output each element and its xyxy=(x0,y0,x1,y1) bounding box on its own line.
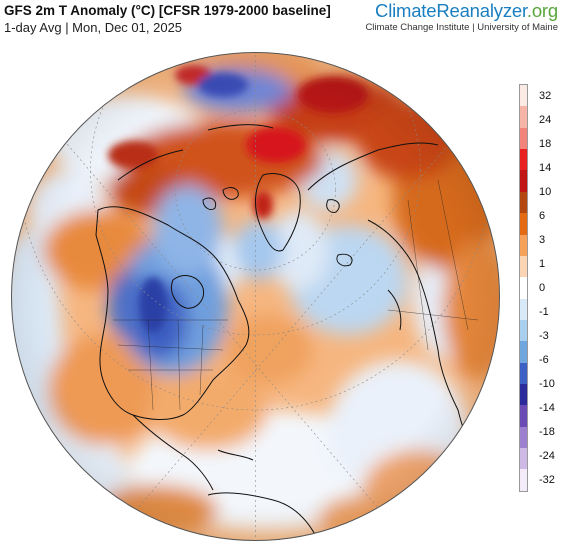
legend-color-cell xyxy=(520,191,527,214)
globe-svg xyxy=(11,52,500,541)
legend-color-cell xyxy=(520,127,527,150)
brand-name-reanalyzer: Reanalyzer xyxy=(436,0,527,21)
legend-label: -6 xyxy=(539,354,549,366)
legend-color-cell xyxy=(520,448,527,470)
legend-label: -14 xyxy=(539,402,555,414)
anomaly-field xyxy=(11,52,500,541)
legend-label: 1 xyxy=(539,258,546,270)
legend-label: -3 xyxy=(539,330,549,342)
legend-label: 10 xyxy=(539,186,552,198)
brand-tagline: Climate Change Institute | University of… xyxy=(365,22,558,33)
legend-label: -10 xyxy=(539,378,555,390)
legend-color-cell xyxy=(520,426,527,449)
legend-label: 18 xyxy=(539,138,552,150)
brand-name-org: .org xyxy=(526,0,558,21)
legend-color-cell xyxy=(520,384,527,406)
legend-label: 3 xyxy=(539,234,546,246)
globe-outline xyxy=(11,52,500,541)
legend-color-cell xyxy=(520,85,527,107)
legend-label: -1 xyxy=(539,306,549,318)
map-title: GFS 2m T Anomaly (°C) [CFSR 1979-2000 ba… xyxy=(4,3,331,18)
legend-label: 6 xyxy=(539,210,546,222)
legend-label: -32 xyxy=(539,474,555,486)
legend-color-cell xyxy=(520,213,527,235)
legend-color-cell xyxy=(520,341,527,363)
legend-color-cell xyxy=(520,319,527,342)
legend-label: 14 xyxy=(539,162,552,174)
legend-color-cell xyxy=(520,149,527,171)
legend-label: 24 xyxy=(539,114,552,126)
legend-colorbar xyxy=(519,84,528,492)
legend-color-cell xyxy=(520,234,527,256)
legend-color-cell xyxy=(520,255,527,278)
legend-color-cell xyxy=(520,405,527,427)
legend-color-cell xyxy=(520,106,527,128)
legend-color-cell xyxy=(520,170,527,192)
legend-label: 0 xyxy=(539,282,546,294)
map-subtitle: 1-day Avg | Mon, Dec 01, 2025 xyxy=(4,20,183,35)
brand-logo[interactable]: ClimateReanalyzer.org Climate Change Ins… xyxy=(365,0,558,34)
legend-label: -18 xyxy=(539,426,555,438)
brand-name-climate: Climate xyxy=(375,0,437,21)
legend-color-cell xyxy=(520,277,527,299)
color-legend: 32 24 18 14 10 6 3 1 0 -1 -3 -6 -10 -14 -18 -24 -32 xyxy=(514,84,560,492)
legend-color-cell xyxy=(520,362,527,385)
legend-color-cell xyxy=(520,469,527,491)
legend-label: 32 xyxy=(539,90,552,102)
globe-map xyxy=(8,50,503,543)
legend-label: -24 xyxy=(539,450,555,462)
legend-color-cell xyxy=(520,298,527,320)
